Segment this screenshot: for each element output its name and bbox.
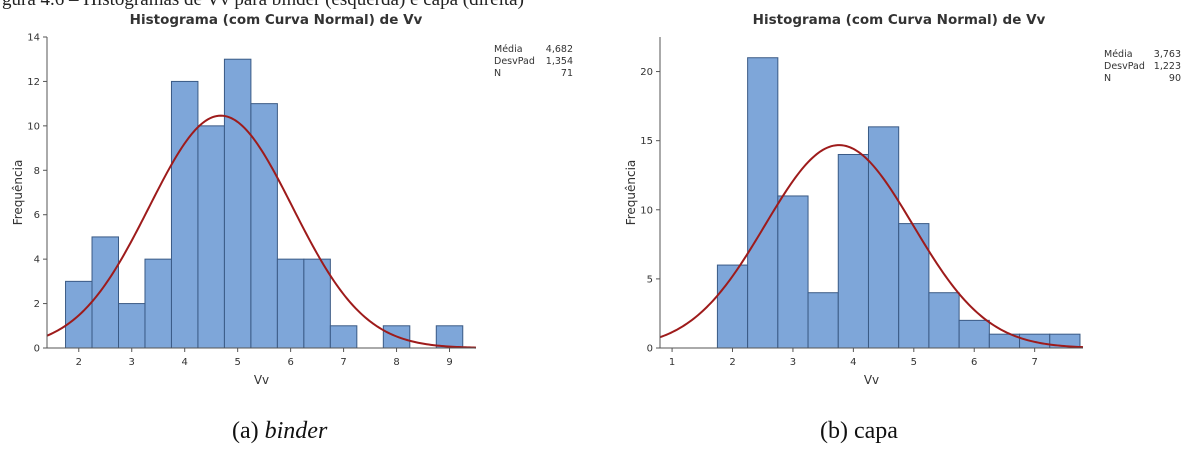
x-tick-label: 6 bbox=[287, 357, 293, 368]
y-tick-label: 4 bbox=[34, 255, 40, 266]
histogram-bar bbox=[170, 80, 199, 349]
histogram-bar bbox=[197, 125, 225, 349]
stat-value: 1,223 bbox=[1154, 61, 1181, 72]
histogram-bar bbox=[837, 153, 869, 349]
y-tick-label: 15 bbox=[640, 136, 653, 147]
x-tick-label: 3 bbox=[129, 357, 135, 368]
x-axis-label: Vv bbox=[254, 373, 269, 387]
caption-b: (b) capa bbox=[820, 418, 898, 445]
y-tick-label: 10 bbox=[27, 121, 40, 132]
stat-label: N bbox=[1104, 73, 1111, 84]
y-tick-label: 10 bbox=[640, 205, 653, 216]
y-axis-label: Frequência bbox=[11, 160, 25, 226]
y-tick-label: 12 bbox=[27, 77, 40, 88]
histogram-bar bbox=[91, 236, 119, 349]
y-tick-label: 5 bbox=[647, 274, 653, 285]
histogram-bar bbox=[329, 325, 358, 349]
stat-value: 90 bbox=[1169, 73, 1181, 84]
y-tick-label: 14 bbox=[27, 33, 40, 44]
histogram-bar bbox=[716, 264, 749, 349]
normal-curve-line bbox=[46, 114, 477, 349]
stat-value: 71 bbox=[561, 68, 573, 79]
x-tick-label: 3 bbox=[790, 357, 796, 368]
y-tick-label: 6 bbox=[34, 210, 40, 221]
y-axis-label: Frequência bbox=[624, 160, 638, 226]
normal-curve-line bbox=[659, 144, 1084, 349]
x-tick-label: 5 bbox=[911, 357, 917, 368]
x-axis-label: Vv bbox=[864, 373, 879, 387]
stat-label: DesvPad bbox=[1104, 61, 1145, 72]
x-tick-label: 9 bbox=[446, 357, 452, 368]
histogram-bar bbox=[250, 103, 278, 349]
clipped-caption-line: gura 4.6 – Histogramas de Vv para binder… bbox=[0, 0, 1191, 9]
caption-a: (a) binder bbox=[232, 418, 327, 445]
histogram-bar bbox=[276, 258, 305, 349]
y-tick-label: 2 bbox=[34, 299, 40, 310]
stat-label: N bbox=[494, 68, 501, 79]
histogram-bar bbox=[777, 195, 809, 349]
histogram-bar bbox=[958, 319, 990, 349]
y-tick-label: 0 bbox=[647, 344, 653, 355]
histogram-bar bbox=[118, 303, 146, 349]
y-tick-label: 20 bbox=[640, 67, 653, 78]
y-tick-label: 0 bbox=[34, 344, 40, 355]
clipped-caption-text: gura 4.6 – Histogramas de Vv para binder… bbox=[0, 0, 1191, 9]
x-tick-label: 2 bbox=[76, 357, 82, 368]
x-tick-label: 5 bbox=[234, 357, 240, 368]
stat-label: Média bbox=[1104, 49, 1133, 60]
histogram-bar bbox=[223, 58, 252, 349]
caption-b-prefix: (b) capa bbox=[820, 418, 898, 444]
histogram-bar bbox=[435, 325, 464, 349]
histogram-bar bbox=[144, 258, 172, 349]
histogram-bar bbox=[867, 126, 900, 349]
caption-a-emphasis: binder bbox=[264, 418, 328, 444]
x-tick-label: 7 bbox=[1031, 357, 1037, 368]
stat-value: 1,354 bbox=[546, 56, 573, 67]
histogram-bar bbox=[747, 57, 779, 349]
x-tick-label: 4 bbox=[182, 357, 188, 368]
stat-value: 3,763 bbox=[1154, 49, 1181, 60]
y-tick-label: 8 bbox=[34, 166, 40, 177]
x-tick-label: 4 bbox=[850, 357, 856, 368]
histogram-bar bbox=[928, 292, 960, 349]
histogram-bar bbox=[807, 292, 839, 349]
histogram-bar bbox=[303, 258, 331, 349]
chart-title: Histograma (com Curva Normal) de Vv bbox=[753, 12, 1046, 28]
stat-label: Média bbox=[494, 44, 523, 55]
histogram-chart-capa: Histograma (com Curva Normal) de Vv 0 5 10 1… bbox=[624, 12, 1181, 387]
x-tick-label: 2 bbox=[729, 357, 735, 368]
x-tick-label: 1 bbox=[669, 357, 675, 368]
stat-value: 4,682 bbox=[546, 44, 573, 55]
stat-label: DesvPad bbox=[494, 56, 535, 67]
histogram-chart-binder: Histograma (com Curva Normal) de Vv 0 2 4 6 8… bbox=[11, 12, 573, 387]
caption-a-prefix: (a) bbox=[232, 418, 265, 444]
chart-title: Histograma (com Curva Normal) de Vv bbox=[130, 12, 423, 28]
x-tick-label: 6 bbox=[971, 357, 977, 368]
x-tick-label: 7 bbox=[340, 357, 346, 368]
x-tick-label: 8 bbox=[393, 357, 399, 368]
